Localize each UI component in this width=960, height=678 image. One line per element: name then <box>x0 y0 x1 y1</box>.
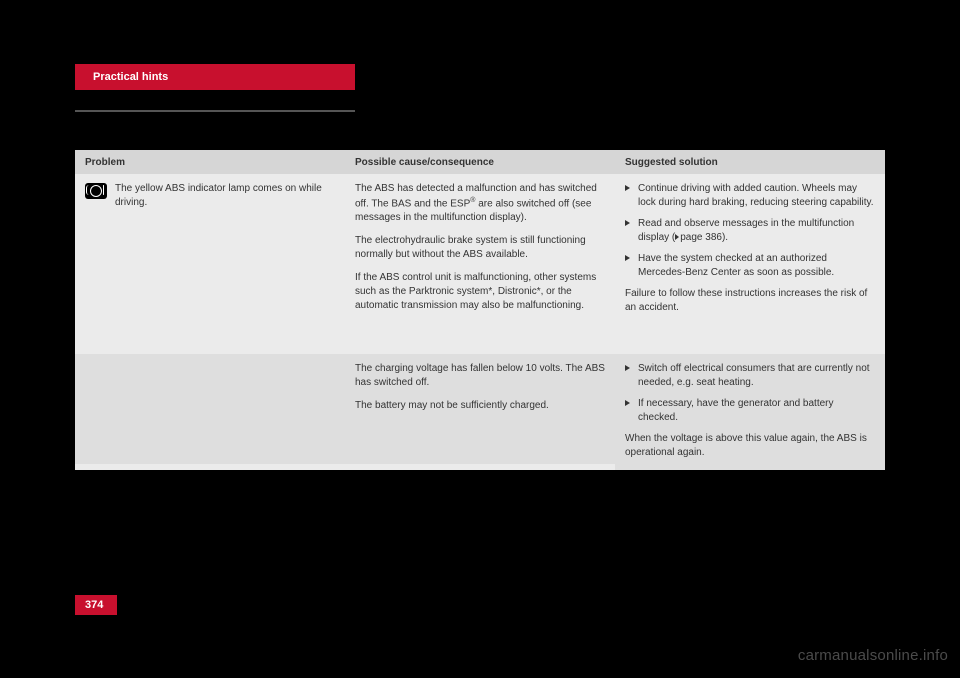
bullet-text: If necessary, have the generator and bat… <box>638 397 875 425</box>
bullet-icon <box>625 255 630 261</box>
column-cause: Possible cause/consequence The ABS has d… <box>345 150 615 470</box>
column-problem: Problem The yellow ABS indicator lamp co… <box>75 150 345 470</box>
header-cause: Possible cause/consequence <box>345 150 615 174</box>
solution-bullet: Have the system checked at an authorized… <box>625 252 875 280</box>
troubleshooting-table: Problem The yellow ABS indicator lamp co… <box>75 150 885 470</box>
watermark: carmanualsonline.info <box>798 647 948 664</box>
cause-cell-2: The charging voltage has fallen below 10… <box>345 354 615 464</box>
abs-indicator-icon <box>85 183 107 199</box>
page-number: 374 <box>75 595 117 615</box>
section-tab: Practical hints <box>75 64 355 90</box>
solution-bullet: If necessary, have the generator and bat… <box>625 397 875 425</box>
problem-text: The yellow ABS indicator lamp comes on w… <box>115 182 335 210</box>
bullet-icon <box>625 365 630 371</box>
bullet-icon <box>625 400 630 406</box>
bullet-icon <box>625 220 630 226</box>
bullet-text: Have the system checked at an authorized… <box>638 252 875 280</box>
cause-p3: If the ABS control unit is malfunctionin… <box>355 271 605 313</box>
solution-bullet: Continue driving with added caution. Whe… <box>625 182 875 210</box>
solution-cell-2: Switch off electrical consumers that are… <box>615 354 885 470</box>
bullet-icon <box>625 185 630 191</box>
bullet-text: Read and observe messages in the multifu… <box>638 217 875 245</box>
page-ref-icon <box>675 234 679 240</box>
divider <box>75 110 355 112</box>
solution-bullet: Switch off electrical consumers that are… <box>625 362 875 390</box>
column-solution: Suggested solution Continue driving with… <box>615 150 885 470</box>
bullet-text: Switch off electrical consumers that are… <box>638 362 875 390</box>
solution-trailer: Failure to follow these instructions inc… <box>625 287 875 315</box>
solution-trailer: When the voltage is above this value aga… <box>625 432 875 460</box>
problem-cell-2 <box>75 354 345 464</box>
cause-cell-1: The ABS has detected a malfunction and h… <box>345 174 615 354</box>
bullet-text: Continue driving with added caution. Whe… <box>638 182 875 210</box>
header-solution: Suggested solution <box>615 150 885 174</box>
cause2-p2: The battery may not be sufficiently char… <box>355 399 605 413</box>
cause2-p1: The charging voltage has fallen below 10… <box>355 362 605 390</box>
solution-cell-1: Continue driving with added caution. Whe… <box>615 174 885 354</box>
problem-cell-1: The yellow ABS indicator lamp comes on w… <box>75 174 345 354</box>
cause-p1: The ABS has detected a malfunction and h… <box>355 182 605 225</box>
header-problem: Problem <box>75 150 345 174</box>
solution-bullet: Read and observe messages in the multifu… <box>625 217 875 245</box>
cause-p2: The electrohydraulic brake system is sti… <box>355 234 605 262</box>
